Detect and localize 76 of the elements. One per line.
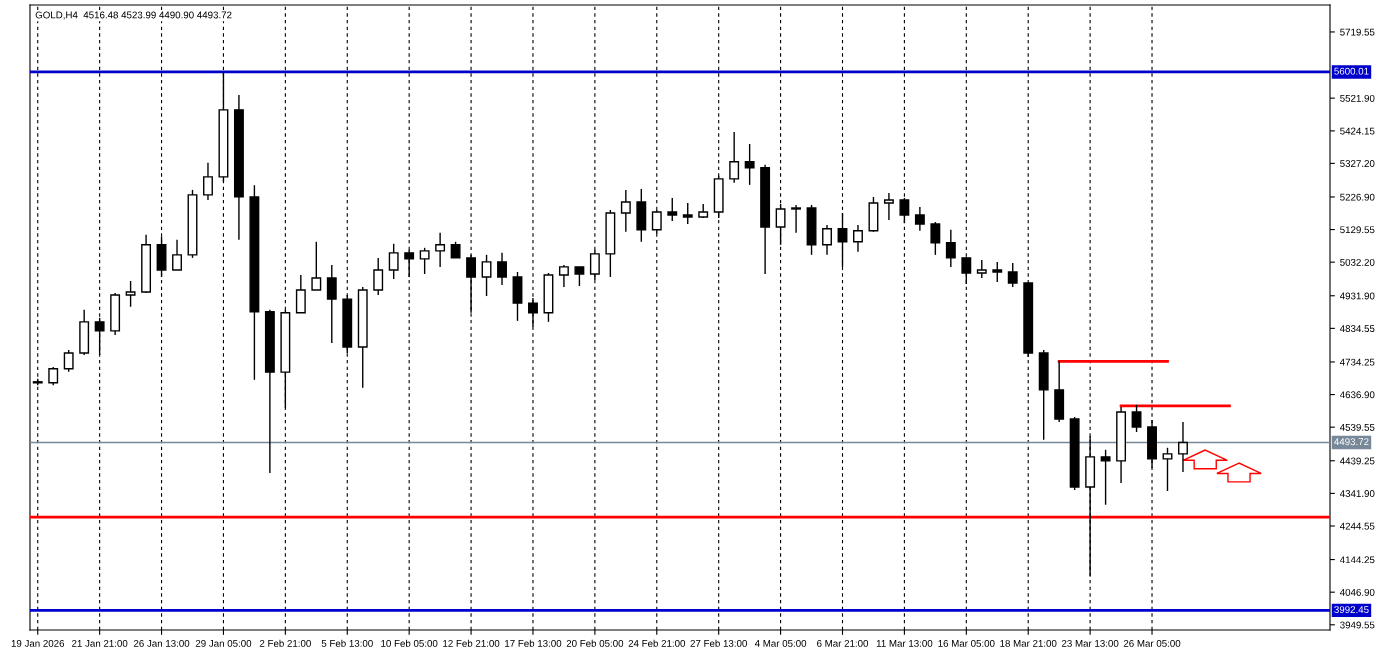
x-tick-label: 20 Feb 05:00 xyxy=(566,639,624,647)
candlestick xyxy=(172,239,182,271)
ref-line-label: 3992.45 xyxy=(1334,606,1369,614)
x-tick-label: 26 Mar 05:00 xyxy=(1123,639,1181,647)
y-tick-label: 5226.90 xyxy=(1340,193,1375,201)
candlestick xyxy=(1007,262,1018,288)
y-tick-label: 4244.55 xyxy=(1339,522,1375,530)
x-tick-label: 24 Feb 21:00 xyxy=(628,639,686,647)
x-tick-label: 21 Jan 21:00 xyxy=(72,639,128,647)
candlestick xyxy=(419,247,430,275)
candlestick xyxy=(883,192,894,221)
candlestick xyxy=(667,197,678,222)
ref-line-label: 5600.01 xyxy=(1334,67,1369,75)
y-tick-label: 4341.90 xyxy=(1339,490,1375,497)
y-tick-label: 3949.55 xyxy=(1340,621,1375,629)
candlestick xyxy=(914,206,925,232)
x-tick-label: 17 Feb 13:00 xyxy=(505,639,562,647)
candlestick xyxy=(1100,449,1111,506)
candlestick xyxy=(125,280,136,308)
ref-line-label: 4493.72 xyxy=(1334,438,1369,446)
candlestick xyxy=(822,224,832,256)
candlestick xyxy=(388,243,399,280)
candlestick xyxy=(1131,404,1142,433)
x-tick-label: 10 Feb 05:00 xyxy=(381,639,438,647)
y-tick-label: 4144.25 xyxy=(1339,556,1375,564)
candlestick xyxy=(48,366,59,386)
x-tick-label: 27 Feb 13:00 xyxy=(690,639,747,647)
y-tick-label: 5719.55 xyxy=(1340,28,1375,36)
candlestick xyxy=(945,229,956,268)
candlestick xyxy=(744,143,755,186)
annotation: GOLD,H4 4516.48 4523.99 4490.90 4493.72 xyxy=(35,11,232,20)
x-tick-label: 19 Jan 2026 xyxy=(11,639,65,647)
x-tick-label: 26 Jan 13:00 xyxy=(133,639,190,647)
x-tick-label: 5 Feb 13:00 xyxy=(321,639,373,647)
x-tick-label: 11 Mar 13:00 xyxy=(876,639,933,647)
y-tick-label: 5129.55 xyxy=(1340,226,1375,234)
y-tick-label: 4046.90 xyxy=(1339,588,1375,596)
candlestick xyxy=(373,257,384,296)
y-tick-label: 5521.90 xyxy=(1340,94,1375,102)
x-tick-label: 6 Mar 21:00 xyxy=(817,639,869,647)
x-tick-label: 23 Mar 13:00 xyxy=(1061,639,1119,647)
x-tick-label: 18 Mar 21:00 xyxy=(1000,639,1057,647)
candlestick xyxy=(326,264,337,344)
y-tick-label: 4439.25 xyxy=(1339,457,1375,465)
y-tick-label: 5327.20 xyxy=(1340,160,1375,167)
y-tick-label: 5032.20 xyxy=(1340,258,1375,266)
candlestick xyxy=(311,241,322,291)
candlestick xyxy=(203,162,213,201)
candlestick xyxy=(558,264,569,288)
y-tick-label: 4734.25 xyxy=(1339,358,1375,366)
candlestick xyxy=(992,261,1003,283)
y-tick-label: 4539.55 xyxy=(1339,423,1375,431)
x-tick-label: 4 Mar 05:00 xyxy=(754,639,807,647)
y-tick-label: 4636.90 xyxy=(1339,391,1375,399)
candlestick xyxy=(930,221,941,256)
candlestick xyxy=(481,254,492,297)
candlestick xyxy=(620,189,631,233)
candlestick xyxy=(435,232,446,268)
candlestick xyxy=(574,266,585,287)
y-tick-label: 4834.55 xyxy=(1339,325,1375,332)
candlestick xyxy=(63,349,74,373)
candlestick xyxy=(1178,421,1188,473)
candlestick xyxy=(1162,447,1173,492)
candlestick xyxy=(791,204,802,234)
candlestick xyxy=(295,274,306,314)
y-tick-label: 5424.15 xyxy=(1340,127,1375,135)
candlestick xyxy=(729,131,740,184)
x-tick-label: 2 Feb 21:00 xyxy=(259,639,311,647)
y-tick-label: 4931.90 xyxy=(1339,292,1375,300)
x-tick-label: 12 Feb 21:00 xyxy=(443,639,500,647)
x-tick-label: 29 Jan 05:00 xyxy=(195,639,252,647)
candlestick xyxy=(497,252,507,286)
candlestick xyxy=(853,224,863,253)
x-tick-label: 16 Mar 05:00 xyxy=(938,639,995,647)
candlestick xyxy=(976,259,987,279)
candlestick xyxy=(682,202,693,225)
